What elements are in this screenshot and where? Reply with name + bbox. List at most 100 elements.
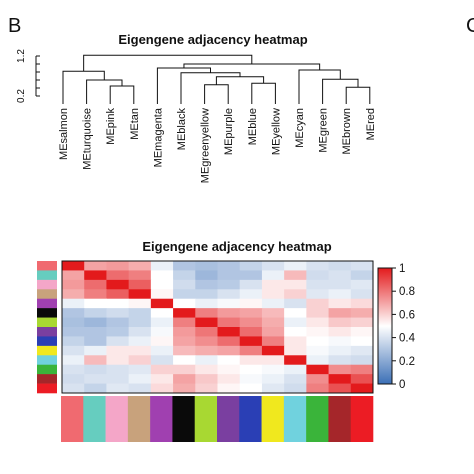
heatmap-cell xyxy=(195,289,218,300)
heatmap-cell xyxy=(284,298,307,309)
heatmap-cell xyxy=(150,364,174,375)
dendrogram-link xyxy=(86,79,123,104)
heatmap-cell xyxy=(328,364,352,375)
heatmap-cell xyxy=(62,289,85,300)
heatmap-cell xyxy=(84,261,107,271)
dendrogram-leaf-labels: MEsalmon MEturquoise MEpink MEtan MEmagenta M… xyxy=(58,107,377,183)
heatmap-cell xyxy=(195,383,218,394)
heatmap-frame xyxy=(61,260,374,394)
heatmap-cell xyxy=(284,317,307,328)
dendrogram-leaf-label: MEbrown xyxy=(341,108,353,154)
row-color-swatch xyxy=(37,355,57,366)
heatmap-cell xyxy=(128,355,152,366)
heatmap-cell xyxy=(284,261,307,271)
heatmap-cell xyxy=(350,374,374,385)
dendrogram-leaf-label: MEgreen xyxy=(318,108,330,153)
heatmap-cell xyxy=(306,270,330,281)
heatmap-cell xyxy=(128,345,152,356)
row-color-swatch xyxy=(37,364,57,375)
heatmap-cell xyxy=(62,327,85,337)
dendrogram-link xyxy=(180,72,241,104)
heatmap-cell xyxy=(84,317,107,328)
heatmap-cell xyxy=(306,261,330,271)
heatmap-cell xyxy=(261,374,285,385)
dendrogram-leaf-label: MEcyan xyxy=(294,108,306,148)
heatmap-cell xyxy=(217,383,241,394)
heatmap-cell xyxy=(217,289,241,300)
heatmap-cell xyxy=(195,345,218,356)
heatmap-cell xyxy=(239,345,263,356)
dendrogram-tick-label: 1.2 xyxy=(16,49,27,63)
row-color-swatch xyxy=(37,317,57,328)
heatmap-cell xyxy=(350,270,374,281)
heatmap-cell xyxy=(217,364,241,375)
column-color-swatch xyxy=(261,396,285,442)
dendrogram-leaf-label: MEblue xyxy=(247,108,259,145)
dendrogram-leaf-label: MEpink xyxy=(105,108,117,145)
dendrogram-link xyxy=(183,63,321,70)
heatmap-cell xyxy=(284,383,307,394)
heatmap-cell xyxy=(62,355,85,366)
column-color-swatch xyxy=(83,396,106,442)
heatmap-cell xyxy=(328,327,352,337)
column-color-swatch xyxy=(172,396,196,442)
heatmap-cell xyxy=(62,317,85,328)
dendrogram-y-axis: 0.2 1.2 xyxy=(16,49,40,103)
heatmap-cell xyxy=(328,374,352,385)
heatmap-cell xyxy=(239,327,263,337)
heatmap-cell xyxy=(128,261,152,271)
heatmap-cell xyxy=(62,308,85,319)
heatmap-cell xyxy=(128,374,152,385)
heatmap-cell xyxy=(217,336,241,347)
column-color-swatch xyxy=(150,396,173,442)
heatmap-cell xyxy=(195,308,218,319)
colorbar-tick-label: 0.4 xyxy=(399,333,416,345)
heatmap-cell xyxy=(84,374,107,385)
colorbar-tick-label: 0 xyxy=(399,379,405,391)
heatmap-cell xyxy=(173,308,196,319)
heatmap-cell xyxy=(328,279,352,290)
heatmap-cell xyxy=(150,298,174,309)
heatmap-cell xyxy=(106,374,130,385)
heatmap-cell xyxy=(150,279,174,290)
heatmap-cell xyxy=(173,336,196,347)
heatmap-cell xyxy=(128,298,152,309)
dendrogram-link xyxy=(298,69,341,104)
dendrogram-tick-label: 0.2 xyxy=(16,89,27,103)
heatmap-cell xyxy=(239,374,263,385)
heatmap-cell xyxy=(128,270,152,281)
dendrogram-leaf-label: MEsalmon xyxy=(58,108,70,160)
dendrogram-link xyxy=(322,78,359,104)
dendrogram-link xyxy=(251,82,276,104)
heatmap-cell xyxy=(217,279,241,290)
heatmap-cell xyxy=(261,364,285,375)
heatmap-cell xyxy=(217,298,241,309)
heatmap-cell xyxy=(84,270,107,281)
heatmap-cell xyxy=(306,317,330,328)
heatmap-cell xyxy=(261,383,285,394)
heatmap-cell xyxy=(106,383,130,394)
heatmap-cell xyxy=(195,270,218,281)
heatmap-cell xyxy=(150,261,174,271)
heatmap-cell xyxy=(62,336,85,347)
row-color-swatch xyxy=(37,308,57,318)
heatmap-cell xyxy=(217,270,241,281)
heatmap-cell xyxy=(239,261,263,271)
heatmap-cell xyxy=(350,289,374,300)
heatmap-cell xyxy=(195,364,218,375)
row-color-swatch xyxy=(37,327,57,337)
heatmap-cell xyxy=(261,327,285,337)
dendrogram-leaf-label: MEred xyxy=(365,108,377,140)
heatmap-cell xyxy=(239,270,263,281)
panel-letter-c: C xyxy=(466,15,474,37)
heatmap-cell xyxy=(62,279,85,290)
dendrogram-leaf-label: MEblack xyxy=(176,108,188,151)
dendrogram-link xyxy=(62,70,105,104)
heatmap-cell xyxy=(328,345,352,356)
dendrogram-leaf-label: MEturquoise xyxy=(82,108,94,170)
heatmap-cell xyxy=(284,336,307,347)
heatmap-cell xyxy=(328,317,352,328)
heatmap-cell xyxy=(328,355,352,366)
dendrogram-link xyxy=(83,54,253,72)
